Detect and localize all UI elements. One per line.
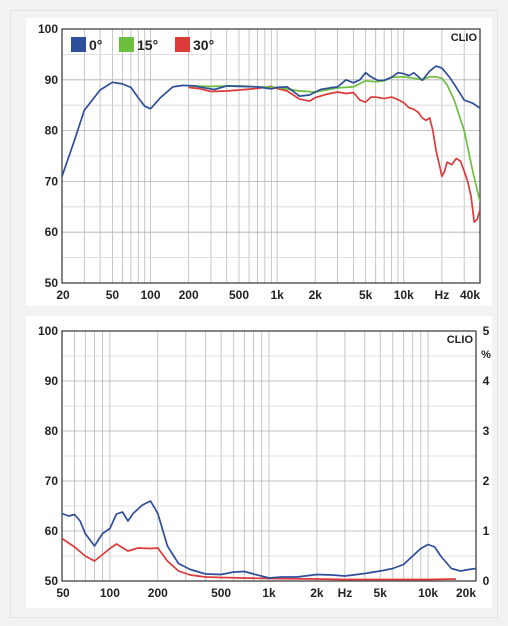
- x-tick-label: 2k: [309, 288, 323, 302]
- y-tick-label: 70: [45, 474, 59, 488]
- x-tick-label: 5k: [359, 288, 373, 302]
- x-tick-label: 50: [56, 586, 70, 600]
- plot-frame: [61, 330, 477, 582]
- legend-item: 0°: [71, 37, 102, 53]
- y-tick-label: 90: [45, 374, 59, 388]
- x-tick-label: 5k: [374, 586, 388, 600]
- x-tick-label: 100: [100, 586, 120, 600]
- x-tick-label: 1k: [270, 288, 284, 302]
- x-tick-label: 100: [140, 288, 160, 302]
- x-tick-label: Hz: [435, 288, 450, 302]
- distortion-chart: 50 60 70 80 90 100 50 100 200 500 1k 2k Hz 5k 10k 20k 0 1…: [26, 316, 492, 608]
- y2-tick-label: 1: [483, 524, 490, 538]
- legend-swatch: [71, 37, 86, 52]
- series-line-1: [188, 75, 480, 202]
- x-tick-label: 50: [106, 288, 120, 302]
- x-tick-label: 200: [179, 288, 199, 302]
- distortion-svg: 50 60 70 80 90 100 50 100 200 500 1k 2k Hz 5k 10k 20k 0 1…: [38, 324, 491, 600]
- plot-frame: [61, 28, 481, 284]
- legend-label: 0°: [89, 37, 102, 53]
- x-tick-label: 200: [148, 586, 168, 600]
- legend-item: 15°: [119, 37, 158, 53]
- x-tick-label: 500: [211, 586, 231, 600]
- y2-tick-label: 0: [483, 574, 490, 588]
- series-line-2: [188, 85, 480, 223]
- x-tick-label: 500: [229, 288, 249, 302]
- y-tick-label: 90: [45, 73, 59, 87]
- x-tick-label: 20: [56, 288, 70, 302]
- series-line-0: [62, 500, 476, 579]
- legend-label: 30°: [193, 37, 214, 53]
- y-tick-label: 50: [45, 574, 59, 588]
- y-tick-label: 80: [45, 424, 59, 438]
- x-tick-label: 2k: [310, 586, 324, 600]
- y-tick-label: 70: [45, 174, 59, 188]
- series-line-0: [62, 65, 480, 177]
- x-tick-label: 1k: [262, 586, 276, 600]
- y-tick-label: 60: [45, 225, 59, 239]
- legend-swatch: [119, 37, 134, 52]
- x-tick-label: Hz: [338, 586, 353, 600]
- y-tick-label: 100: [38, 22, 58, 36]
- x-tick-label: 40k: [460, 288, 480, 302]
- frequency-response-chart: 50 60 70 80 90 100 20 50 100 200 500 1k 2k 5k 10k Hz 40k…: [26, 18, 492, 306]
- y2-tick-label: 3: [483, 424, 490, 438]
- y-tick-label: 100: [38, 324, 58, 338]
- x-tick-label: 10k: [418, 586, 438, 600]
- y2-unit-label: %: [481, 349, 491, 361]
- grid: [61, 28, 481, 284]
- legend-swatch: [175, 37, 190, 52]
- clio-brand-label: CLIO: [451, 32, 478, 44]
- y2-tick-label: 5: [483, 324, 490, 338]
- series-line-1: [62, 537, 457, 581]
- y-tick-label: 80: [45, 124, 59, 138]
- y2-tick-label: 2: [483, 474, 490, 488]
- legend-item: 30°: [175, 37, 214, 53]
- y-tick-label: 60: [45, 524, 59, 538]
- y2-tick-label: 4: [483, 374, 490, 388]
- grid: [61, 330, 477, 582]
- x-tick-label: 20k: [456, 586, 476, 600]
- x-tick-label: 10k: [394, 288, 414, 302]
- clio-brand-label: CLIO: [447, 334, 474, 346]
- y-tick-label: 50: [45, 276, 59, 290]
- legend-label: 15°: [137, 37, 158, 53]
